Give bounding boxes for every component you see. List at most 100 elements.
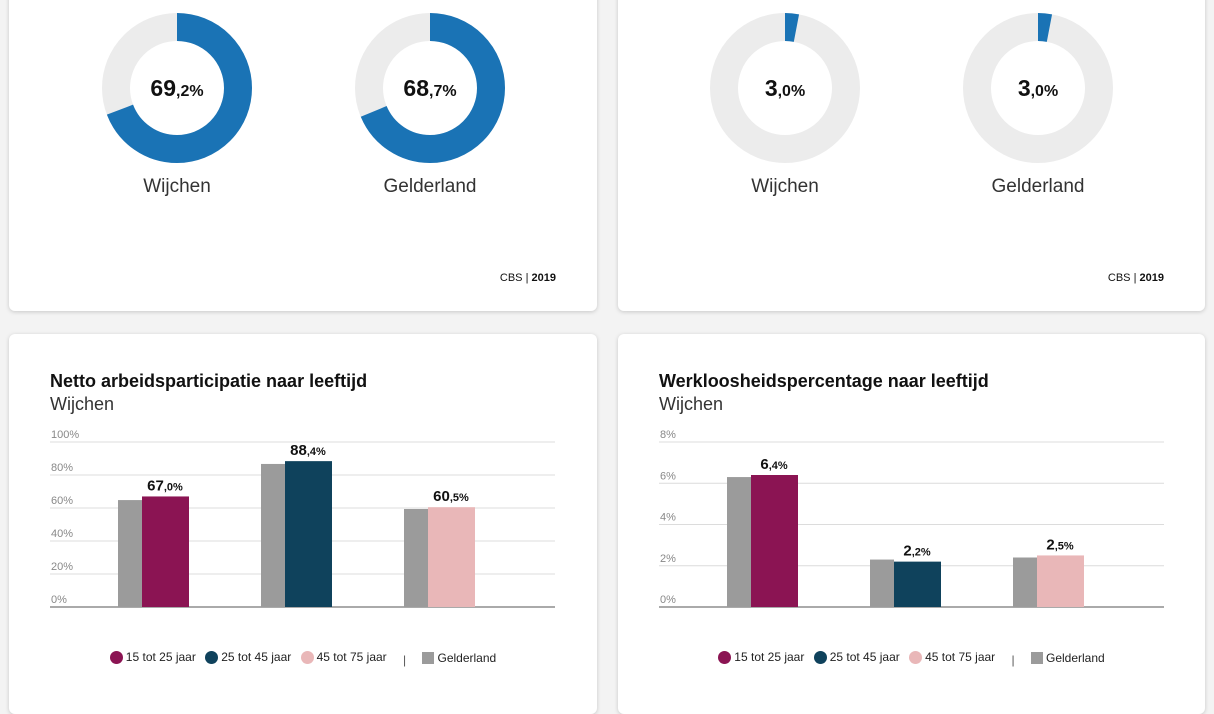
donut-wijchen: 69,2% Wijchen	[97, 13, 257, 197]
legend-label: 45 tot 75 jaar	[925, 650, 996, 664]
y-tick-label: 100%	[51, 429, 79, 441]
chart-subtitle: Wijchen	[50, 394, 115, 414]
chart-legend: 15 tot 25 jaar 25 tot 45 jaar 45 tot 75 …	[9, 650, 597, 667]
donut-label: Gelderland	[991, 176, 1085, 197]
legend-dot-icon	[205, 650, 219, 664]
value-decimal: ,7%	[429, 83, 457, 100]
legend-dot-icon	[109, 650, 123, 664]
donut-ring	[355, 13, 505, 163]
legend-dot-icon	[718, 650, 732, 664]
legend-square-icon	[422, 651, 435, 664]
bar-value-label: 60,5%	[433, 488, 469, 505]
legend-item-gelderland[interactable]: Gelderland	[422, 651, 496, 665]
donut-value: 68,7%	[350, 75, 510, 102]
legend-square-icon	[1030, 651, 1043, 664]
legend-label: 25 tot 45 jaar	[221, 650, 292, 664]
legend-separator: |	[403, 652, 407, 667]
donut-value: 3,0%	[705, 75, 865, 102]
value-integer: 68	[403, 75, 429, 101]
value-integer: 69	[150, 75, 176, 101]
source-name: CBS	[1107, 272, 1131, 284]
y-tick-label: 0%	[51, 594, 67, 606]
participation-donut-card: 69,2% Wijchen 68,7% Gelderland CBS | 2019	[9, 0, 597, 311]
bar-gelderland[interactable]	[727, 477, 751, 607]
source-label: CBS | 2019	[1107, 272, 1164, 284]
bar-gelderland[interactable]	[261, 463, 285, 607]
y-tick-label: 0%	[660, 594, 676, 606]
bar-wijchen[interactable]	[1037, 555, 1084, 607]
unemployment-by-age-card: Werkloosheidspercentage naar leeftijd Wi…	[618, 334, 1205, 714]
legend-label: 45 tot 75 jaar	[316, 650, 387, 664]
bar-wijchen[interactable]	[285, 461, 332, 607]
bar-gelderland[interactable]	[870, 559, 894, 607]
donut-value: 69,2%	[97, 75, 257, 102]
legend-label: Gelderland	[1045, 650, 1105, 665]
donut-ring	[963, 13, 1113, 163]
y-tick-label: 6%	[660, 470, 676, 482]
donut-ring	[102, 13, 252, 163]
bar-wijchen[interactable]	[751, 475, 798, 607]
donut-gelderland: 3,0% Gelderland	[958, 13, 1118, 197]
legend-label: 25 tot 45 jaar	[829, 650, 900, 664]
y-tick-label: 80%	[51, 462, 73, 474]
y-tick-label: 8%	[660, 429, 676, 441]
value-integer: 3	[1017, 75, 1031, 101]
source-name: CBS	[499, 272, 523, 284]
y-tick-label: 2%	[660, 553, 676, 565]
legend-item-25-45[interactable]: 25 tot 45 jaar	[813, 650, 900, 664]
donut-value: 3,0%	[958, 75, 1118, 102]
legend-label: 15 tot 25 jaar	[125, 650, 196, 664]
donut-arc	[710, 13, 860, 163]
bar-wijchen[interactable]	[428, 507, 475, 607]
source-year: 2019	[531, 272, 556, 284]
donut-wijchen: 3,0% Wijchen	[705, 13, 865, 197]
unemployment-donut-card: 3,0% Wijchen 3,0% Gelderland CBS | 2019	[618, 0, 1205, 311]
value-decimal: ,0%	[777, 83, 806, 100]
chart-legend: 15 tot 25 jaar 25 tot 45 jaar 45 tot 75 …	[618, 650, 1205, 667]
bar-gelderland[interactable]	[1013, 557, 1037, 608]
donut-ring	[710, 13, 860, 163]
legend-item-45-75[interactable]: 45 tot 75 jaar	[909, 650, 995, 664]
legend-dot-icon	[300, 650, 314, 664]
chart-subtitle: Wijchen	[659, 394, 724, 414]
participation-by-age-card: Netto arbeidsparticipatie naar leeftijd …	[9, 334, 597, 714]
donut-arc	[355, 13, 505, 163]
y-tick-label: 20%	[51, 561, 73, 573]
legend-item-15-25[interactable]: 15 tot 25 jaar	[109, 650, 196, 664]
legend-separator: |	[1011, 652, 1015, 667]
source-label: CBS | 2019	[499, 272, 556, 284]
bar-value-label: 88,4%	[290, 442, 326, 459]
legend-item-45-75[interactable]: 45 tot 75 jaar	[300, 650, 387, 664]
value-decimal: ,0%	[1030, 83, 1059, 100]
donut-label: Wijchen	[751, 176, 819, 197]
donut-label: Gelderland	[383, 176, 477, 197]
bar-value-label: 67,0%	[147, 477, 183, 494]
legend-item-25-45[interactable]: 25 tot 45 jaar	[205, 650, 291, 664]
legend-item-15-25[interactable]: 15 tot 25 jaar	[718, 650, 804, 664]
value-decimal: ,2%	[176, 83, 204, 100]
legend-label: Gelderland	[437, 650, 497, 665]
legend-item-gelderland[interactable]: Gelderland	[1030, 650, 1105, 665]
bar-gelderland[interactable]	[404, 508, 428, 607]
value-integer: 3	[764, 75, 778, 101]
donut-arc	[963, 13, 1113, 163]
bar-value-label: 6,4%	[760, 456, 788, 473]
source-year: 2019	[1139, 272, 1164, 284]
y-tick-label: 4%	[660, 512, 676, 524]
y-tick-label: 40%	[51, 528, 73, 540]
participation-bar-chart: 0% 20% 40% 60% 80% 100% 67,0% 88,4% 60,5%	[50, 429, 555, 608]
unemployment-bar-chart: 0% 2% 4% 6% 8% 6,4% 2,2% 2,5%	[659, 429, 1164, 608]
legend-label: 15 tot 25 jaar	[734, 650, 805, 664]
bar-gelderland[interactable]	[118, 500, 142, 607]
donut-arc	[102, 13, 252, 163]
donut-gelderland: 68,7% Gelderland	[350, 13, 510, 197]
bar-value-label: 2,5%	[1046, 536, 1074, 553]
chart-title: Werkloosheidspercentage naar leeftijd	[659, 371, 989, 391]
bar-wijchen[interactable]	[894, 561, 941, 607]
bar-value-label: 2,2%	[903, 543, 931, 560]
chart-title: Netto arbeidsparticipatie naar leeftijd	[50, 371, 368, 391]
donut-label: Wijchen	[143, 176, 211, 197]
bar-wijchen[interactable]	[142, 496, 189, 607]
y-tick-label: 60%	[51, 495, 73, 507]
legend-dot-icon	[813, 650, 827, 664]
